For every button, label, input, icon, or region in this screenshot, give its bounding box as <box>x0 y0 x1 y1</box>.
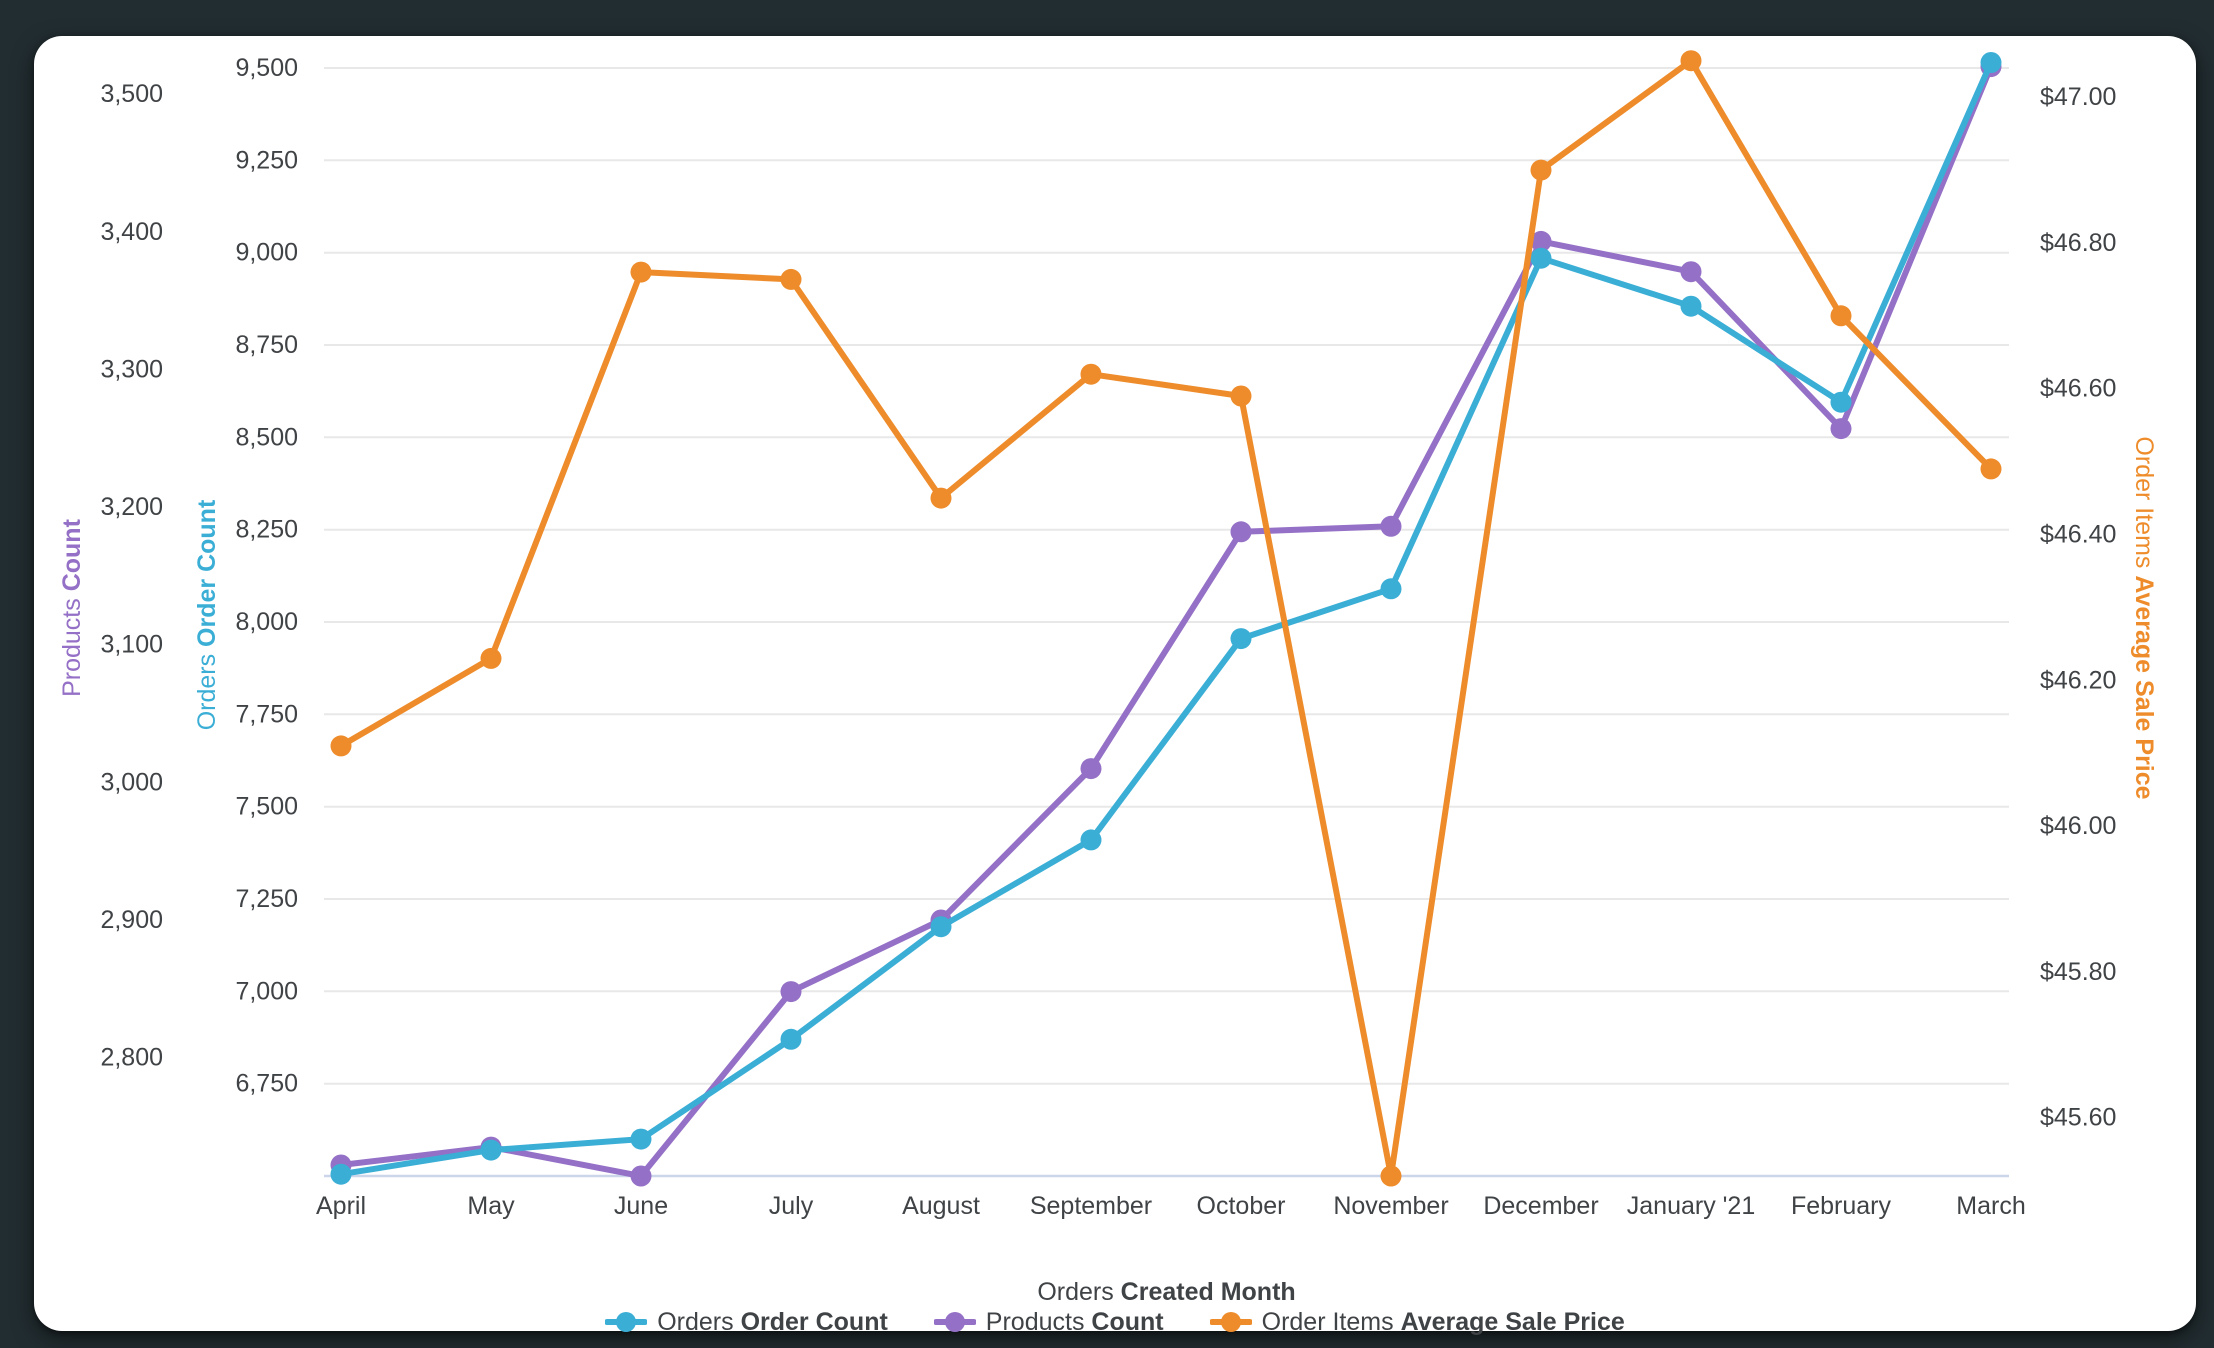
x-tick-label-september: September <box>1030 1192 1152 1220</box>
legend-marker-price-icon <box>1209 1312 1252 1332</box>
legend-label-products: Products Count <box>986 1308 1164 1337</box>
point-orders-july[interactable] <box>780 1028 802 1050</box>
point-price-february[interactable] <box>1830 305 1852 327</box>
point-orders-may[interactable] <box>480 1139 502 1161</box>
x-tick-label-february: February <box>1791 1192 1892 1220</box>
price-axis-tick-label: $47.00 <box>2040 83 2116 111</box>
legend-label-measure: Average Sale Price <box>1400 1307 1625 1336</box>
legend-label-measure: Order Count <box>740 1307 888 1336</box>
point-products-january-21[interactable] <box>1680 261 1702 283</box>
legend: Orders Order Count Products Count Order It… <box>34 1300 2196 1344</box>
price-axis-tick-label: $46.60 <box>2040 375 2116 403</box>
orders-axis-tick-label: 8,250 <box>235 516 298 544</box>
orders-axis-tick-label: 9,000 <box>235 239 298 267</box>
point-orders-june[interactable] <box>630 1128 652 1150</box>
legend-marker-orders-icon <box>605 1312 648 1332</box>
x-tick-label-december: December <box>1483 1192 1598 1220</box>
products-axis-tick-label: 3,100 <box>100 631 163 659</box>
orders-axis-tick-label: 7,500 <box>235 793 298 821</box>
x-tick-label-august: August <box>902 1192 980 1220</box>
x-tick-label-may: May <box>467 1192 515 1220</box>
point-orders-march[interactable] <box>1980 52 2002 73</box>
products-axis-tick-label: 2,800 <box>100 1044 163 1072</box>
orders-axis-tick-label: 7,750 <box>235 700 298 728</box>
series-orders <box>330 52 2002 1185</box>
products-axis-tick-label: 3,400 <box>100 218 163 246</box>
point-orders-september[interactable] <box>1080 829 1102 851</box>
point-orders-february[interactable] <box>1830 391 1852 413</box>
point-products-february[interactable] <box>1830 418 1852 440</box>
price-axis-tick-label: $46.40 <box>2040 521 2116 549</box>
orders-axis-tick-label: 8,750 <box>235 331 298 359</box>
point-products-december[interactable] <box>1530 230 1552 252</box>
price-axis-tick-label: $46.80 <box>2040 229 2116 257</box>
products-axis-tick-label: 3,300 <box>100 355 163 383</box>
legend-marker-products-icon <box>933 1312 976 1332</box>
point-orders-december[interactable] <box>1530 247 1552 269</box>
point-products-june[interactable] <box>630 1165 652 1187</box>
x-tick-label-july: July <box>769 1192 814 1220</box>
series-price <box>330 50 2002 1187</box>
point-price-june[interactable] <box>630 261 652 283</box>
series-line-orders <box>338 59 1994 1178</box>
price-axis-tick-label: $45.60 <box>2040 1104 2116 1132</box>
point-price-july[interactable] <box>780 268 802 290</box>
point-price-january-21[interactable] <box>1680 50 1702 72</box>
x-tick-label-october: October <box>1197 1192 1286 1220</box>
orders-axis-tick-label: 8,000 <box>235 608 298 636</box>
orders-axis-tick-label: 9,250 <box>235 146 298 174</box>
legend-label-price: Order Items Average Sale Price <box>1262 1308 1625 1337</box>
products-axis-tick-label: 2,900 <box>100 906 163 934</box>
products-axis-tick-label: 3,000 <box>100 768 163 796</box>
series-line-products <box>338 63 1994 1179</box>
legend-label-orders: Orders Order Count <box>657 1308 888 1337</box>
point-price-november[interactable] <box>1380 1165 1402 1187</box>
legend-item-orders[interactable]: Orders Order Count <box>605 1308 888 1337</box>
point-price-april[interactable] <box>330 735 352 757</box>
point-products-october[interactable] <box>1230 521 1252 543</box>
products-axis-title: Products Count <box>58 518 86 696</box>
orders-axis-tick-label: 8,500 <box>235 423 298 451</box>
price-axis-tick-label: $45.80 <box>2040 958 2116 986</box>
point-price-may[interactable] <box>480 647 502 669</box>
x-tick-label-november: November <box>1333 1192 1448 1220</box>
point-price-september[interactable] <box>1080 363 1102 385</box>
point-price-october[interactable] <box>1230 385 1252 407</box>
products-axis-tick-label: 3,500 <box>100 80 163 108</box>
price-axis-tick-label: $46.00 <box>2040 812 2116 840</box>
point-price-march[interactable] <box>1980 458 2002 480</box>
orders-axis-tick-label: 7,250 <box>235 885 298 913</box>
series-line-price <box>338 57 1994 1179</box>
point-products-november[interactable] <box>1380 515 1402 537</box>
point-orders-april[interactable] <box>330 1163 352 1185</box>
point-orders-november[interactable] <box>1380 578 1402 600</box>
price-axis-title: Order Items Average Sale Price <box>2130 436 2158 799</box>
legend-item-products[interactable]: Products Count <box>933 1308 1164 1337</box>
legend-item-price[interactable]: Order Items Average Sale Price <box>1209 1308 1625 1337</box>
x-tick-label-january-21: January '21 <box>1627 1192 1755 1220</box>
orders-axis-tick-label: 9,500 <box>235 54 298 82</box>
price-axis-tick-label: $46.20 <box>2040 666 2116 694</box>
point-orders-october[interactable] <box>1230 628 1252 650</box>
legend-label-prefix: Products <box>985 1307 1085 1336</box>
legend-label-prefix: Order Items <box>1261 1307 1394 1336</box>
legend-label-prefix: Orders <box>657 1307 734 1336</box>
x-tick-label-april: April <box>316 1192 366 1220</box>
legend-label-measure: Count <box>1091 1307 1164 1336</box>
products-axis-tick-label: 3,200 <box>100 493 163 521</box>
point-products-september[interactable] <box>1080 758 1102 780</box>
point-products-july[interactable] <box>780 981 802 1003</box>
orders-axis-title: Orders Order Count <box>193 499 221 730</box>
x-tick-label-june: June <box>614 1192 668 1220</box>
point-price-december[interactable] <box>1530 159 1552 181</box>
orders-axis-tick-label: 6,750 <box>235 1070 298 1098</box>
x-tick-label-march: March <box>1956 1192 2025 1220</box>
point-orders-january-21[interactable] <box>1680 295 1702 317</box>
x-axis-title: Orders Created Month <box>1037 1278 1295 1306</box>
point-orders-august[interactable] <box>930 916 952 938</box>
point-price-august[interactable] <box>930 487 952 509</box>
orders-axis-tick-label: 7,000 <box>235 977 298 1005</box>
